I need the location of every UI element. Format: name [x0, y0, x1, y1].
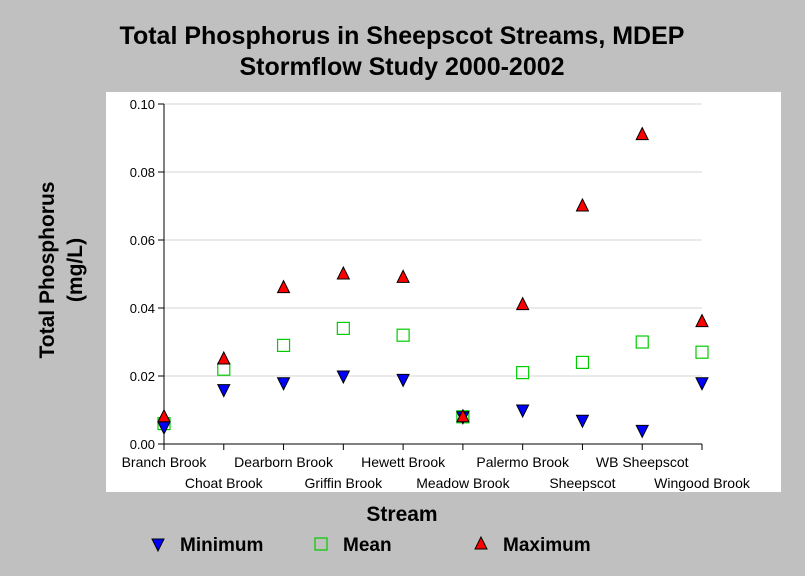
mean-marker	[516, 366, 530, 380]
minimum-marker	[396, 373, 410, 388]
maximum-marker	[396, 269, 410, 283]
mean-marker	[336, 321, 350, 335]
maximum-marker	[575, 197, 590, 212]
legend-minimum-label: Minimum	[180, 535, 263, 556]
minimum-marker	[575, 414, 590, 429]
y-tick-label: 0.02	[130, 369, 155, 384]
x-tick-label: Meadow Brook	[416, 475, 510, 491]
minimum-marker	[336, 370, 351, 385]
legend-minimum-marker	[151, 538, 165, 553]
legend-maximum-label: Maximum	[503, 535, 591, 556]
maximum-marker	[276, 279, 291, 294]
x-tick-label: Griffin Brook	[305, 475, 384, 491]
x-tick-label: Sheepscot	[549, 475, 615, 491]
mean-marker	[276, 338, 291, 352]
maximum-marker	[336, 265, 351, 280]
minimum-marker	[515, 404, 530, 419]
minimum-marker	[216, 384, 231, 398]
x-tick-label: Hewett Brook	[361, 454, 446, 470]
x-tick-label: Wingood Brook	[654, 475, 751, 491]
data-markers	[157, 126, 709, 439]
x-tick-label: Branch Brook	[122, 454, 208, 470]
x-tick-label: WB Sheepscot	[596, 454, 689, 470]
y-tick-label: 0.08	[130, 165, 155, 180]
minimum-marker	[695, 377, 709, 391]
minimum-marker	[276, 377, 291, 391]
y-axis-title-line2: (mg/L)	[64, 238, 87, 302]
y-tick-label: 0.04	[130, 301, 155, 316]
chart-title-line2: Stormflow Study 2000-2002	[239, 53, 564, 81]
x-axis-title: Stream	[366, 503, 437, 526]
x-tick-labels: Branch Brook Choat Brook Dearborn Brook Gri…	[122, 454, 751, 491]
x-tick-label: Dearborn Brook	[234, 454, 334, 470]
y-tick-label: 0.10	[130, 97, 155, 112]
chart-title-line1: Total Phosphorus in Sheepscot Streams, M…	[120, 22, 685, 50]
maximum-marker	[635, 126, 650, 141]
y-tick-label: 0.06	[130, 233, 155, 248]
y-tick-labels: 0.00 0.02 0.04 0.06 0.08 0.10	[130, 97, 155, 452]
minimum-marker	[635, 424, 650, 439]
x-tick-label: Choat Brook	[185, 475, 264, 491]
grid-lines	[164, 103, 702, 377]
legend-mean-marker	[314, 537, 328, 551]
legend-mean-label: Mean	[343, 535, 392, 556]
mean-marker	[695, 345, 709, 359]
y-axis-title-line1: Total Phosphorus	[36, 182, 59, 359]
maximum-marker	[216, 350, 231, 365]
legend: Minimum Mean Maximum	[151, 535, 591, 556]
x-tick-label: Palermo Brook	[476, 454, 570, 470]
maximum-marker	[695, 313, 709, 328]
mean-marker	[396, 328, 410, 342]
plot-panel	[106, 92, 781, 492]
maximum-marker	[515, 296, 530, 311]
maximum-marker	[157, 408, 171, 423]
axes	[158, 103, 703, 450]
maximum-marker	[456, 408, 470, 423]
legend-maximum-marker	[474, 535, 488, 550]
y-tick-label: 0.00	[130, 437, 155, 452]
mean-marker	[575, 355, 590, 369]
mean-marker	[635, 335, 649, 349]
